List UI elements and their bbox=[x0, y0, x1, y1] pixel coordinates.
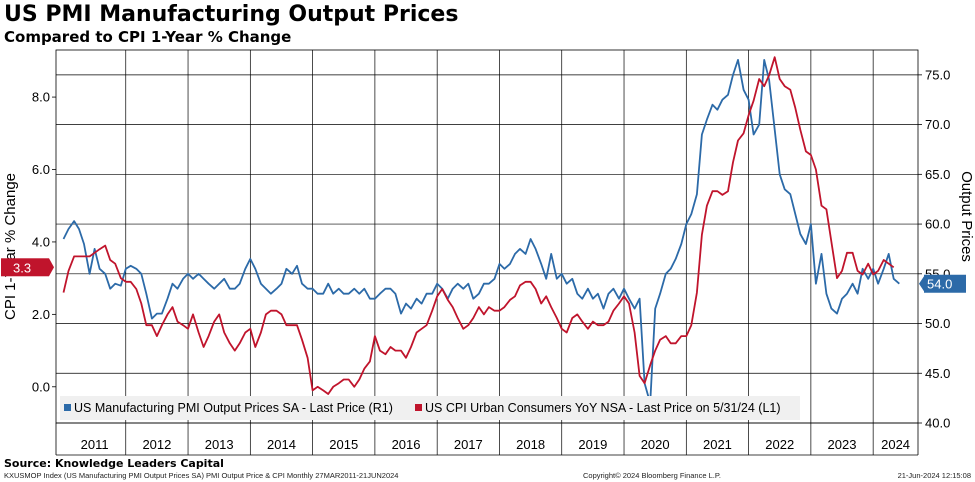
legend-label-pmi: US Manufacturing PMI Output Prices SA - … bbox=[74, 401, 393, 415]
y-left-tick-label: 4.0 bbox=[32, 234, 50, 249]
cpi-last-label: 3.3 bbox=[13, 260, 31, 275]
x-tick-label: 2016 bbox=[392, 437, 421, 452]
y-right-tick-label: 75.0 bbox=[925, 67, 950, 82]
footer-timestamp: 21-Jun-2024 12:15:08 bbox=[897, 471, 971, 480]
x-tick-label: 2012 bbox=[142, 437, 171, 452]
pmi-last-label: 54.0 bbox=[927, 277, 952, 292]
y-right-tick-label: 65.0 bbox=[925, 167, 950, 182]
y-left-tick-label: 6.0 bbox=[32, 162, 50, 177]
legend-swatch-cpi bbox=[415, 404, 422, 411]
cpi-last-marker bbox=[49, 258, 54, 277]
y-right-tick-label: 70.0 bbox=[925, 117, 950, 132]
x-tick-label: 2014 bbox=[267, 437, 296, 452]
cpi-last-badge bbox=[1, 258, 49, 277]
footer-copyright: Copyright© 2024 Bloomberg Finance L.P. bbox=[583, 471, 721, 480]
x-tick-label: 2024 bbox=[881, 437, 910, 452]
chart-title: US PMI Manufacturing Output Prices bbox=[4, 2, 459, 27]
y-left-tick-label: 2.0 bbox=[32, 307, 50, 322]
x-tick-label: 2013 bbox=[205, 437, 234, 452]
y-right-tick-label: 60.0 bbox=[925, 217, 950, 232]
footer-index-note: KXUSMOP Index (US Manufacturing PMI Outp… bbox=[4, 471, 399, 480]
legend-label-cpi: US CPI Urban Consumers YoY NSA - Last Pr… bbox=[425, 401, 781, 415]
y-left-tick-label: 0.0 bbox=[32, 379, 50, 394]
y-right-axis-title: Output Prices bbox=[958, 171, 975, 262]
x-tick-label: 2019 bbox=[578, 437, 607, 452]
chart-subtitle: Compared to CPI 1-Year % Change bbox=[4, 28, 292, 46]
x-tick-label: 2011 bbox=[81, 437, 109, 452]
legend-swatch-pmi bbox=[64, 404, 71, 411]
y-left-tick-label: 8.0 bbox=[32, 90, 50, 105]
pmi-series-line bbox=[62, 59, 900, 405]
x-tick-label: 2015 bbox=[329, 437, 358, 452]
source-note: Source: Knowledge Leaders Capital bbox=[4, 457, 224, 470]
pmi-last-badge bbox=[924, 274, 966, 293]
cpi-series-line bbox=[62, 56, 895, 395]
y-left-axis-title: CPI 1-Year % Change bbox=[2, 173, 19, 320]
x-tick-label: 2023 bbox=[828, 437, 857, 452]
y-right-tick-label: 50.0 bbox=[925, 316, 950, 331]
plot-frame bbox=[55, 49, 919, 424]
x-tick-label: 2022 bbox=[765, 437, 794, 452]
y-right-tick-label: 40.0 bbox=[925, 416, 950, 431]
y-right-tick-label: 45.0 bbox=[925, 366, 950, 381]
x-tick-label: 2020 bbox=[641, 437, 670, 452]
x-tick-label: 2018 bbox=[516, 437, 545, 452]
x-tick-label: 2017 bbox=[454, 437, 483, 452]
x-tick-label: 2021 bbox=[703, 437, 732, 452]
legend-box bbox=[60, 396, 800, 420]
pmi-last-marker bbox=[919, 274, 925, 293]
